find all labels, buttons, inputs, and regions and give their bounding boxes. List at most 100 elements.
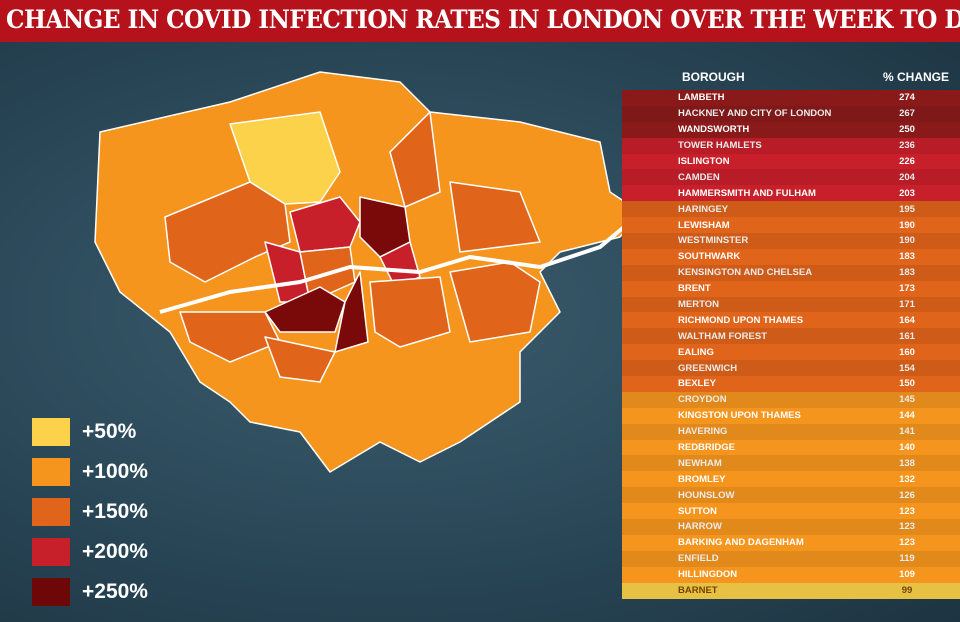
percent-change: 99: [901, 585, 913, 597]
table-row: LAMBETH 274: [622, 90, 960, 106]
borough-shape: [449, 261, 541, 343]
borough-name: REDBRIDGE: [678, 442, 736, 454]
percent-change: 150: [899, 378, 915, 390]
table-row: HACKNEY AND CITY OF LONDON 267: [622, 105, 960, 122]
legend-item: +150%: [32, 492, 148, 532]
percent-change: 173: [899, 283, 915, 295]
table-row: HARROW 123: [622, 519, 960, 535]
legend-swatch: [32, 578, 70, 606]
borough-name: HAMMERSMITH AND FULHAM: [678, 187, 816, 199]
borough-name: HARROW: [678, 521, 722, 533]
column-header: % CHANGE: [882, 70, 949, 84]
table-row: HOUNSLOW 126: [622, 487, 960, 504]
percent-change: 183: [899, 251, 915, 263]
percent-change: 123: [899, 505, 915, 517]
table-row: GREENWICH 154: [622, 360, 960, 377]
borough-name: SUTTON: [678, 505, 717, 517]
borough-name: SOUTHWARK: [678, 251, 741, 263]
percent-change: 267: [899, 108, 915, 120]
percent-change: 123: [899, 537, 915, 549]
table-row: SOUTHWARK 183: [622, 248, 960, 265]
legend-label: +50%: [82, 420, 137, 443]
borough-name: LEWISHAM: [678, 219, 730, 231]
borough-shape: [94, 71, 641, 473]
percent-change: 226: [899, 156, 915, 167]
table-row: CAMDEN 204: [622, 169, 960, 186]
borough-shape: [159, 220, 632, 314]
table-row: HAVERING 141: [622, 423, 960, 440]
borough-shape: [449, 181, 541, 253]
percent-change: 164: [899, 314, 915, 326]
percent-change: 144: [899, 410, 915, 422]
table-row: WANDSWORTH 250: [622, 121, 960, 138]
borough-name: WANDSWORTH: [678, 124, 750, 136]
percent-change: 141: [899, 426, 915, 438]
legend-item: +50%: [32, 412, 148, 452]
percent-change: 171: [899, 299, 915, 311]
legend-item: +200%: [32, 532, 148, 572]
borough-name: HACKNEY AND CITY OF LONDON: [678, 108, 832, 120]
borough-name: TOWER HAMLETS: [678, 140, 762, 152]
legend-label: +100%: [82, 460, 148, 483]
legend-swatch: [32, 498, 70, 526]
legend-label: +150%: [82, 500, 148, 523]
percent-change: 195: [899, 203, 915, 215]
borough-name: RICHMOND UPON THAMES: [678, 314, 804, 326]
borough-name: BEXLEY: [678, 378, 717, 390]
table-row: MERTON 171: [622, 296, 960, 313]
borough-shape: [264, 336, 336, 383]
borough-shape: [264, 286, 346, 333]
borough-name: CROYDON: [678, 394, 727, 406]
table-row: REDBRIDGE 140: [622, 439, 960, 456]
borough-shape: [179, 311, 281, 363]
borough-name: GREENWICH: [678, 362, 738, 374]
percent-change: 236: [899, 140, 915, 152]
title-bar: CHANGE IN COVID INFECTION RATES IN LONDO…: [0, 0, 960, 42]
borough-name: BRENT: [678, 283, 711, 295]
table-row: HAMMERSMITH AND FULHAM 203: [622, 185, 960, 202]
legend-label: +200%: [82, 540, 148, 563]
percent-change: 190: [899, 235, 915, 247]
table-row: BARKING AND DAGENHAM 123: [622, 534, 960, 551]
legend-item: +250%: [32, 572, 148, 612]
percent-change: 161: [899, 330, 915, 342]
table-row: WESTMINSTER 190: [622, 233, 960, 249]
percent-change: 190: [899, 219, 915, 231]
table-row: ENFIELD 119: [622, 550, 960, 567]
percent-change: 132: [899, 473, 915, 485]
table-row: LEWISHAM 190: [622, 217, 960, 234]
borough-name: LAMBETH: [678, 92, 725, 104]
borough-name: ISLINGTON: [678, 156, 730, 167]
borough-name: NEWHAM: [678, 457, 722, 469]
percent-change: 109: [899, 569, 915, 581]
borough-name: EALING: [678, 346, 714, 358]
percent-change: 274: [899, 92, 915, 104]
borough-name: HOUNSLOW: [678, 489, 735, 501]
london-map: [94, 71, 641, 473]
table-row: ISLINGTON 226: [622, 153, 960, 170]
table-row: RICHMOND UPON THAMES 164: [622, 312, 960, 329]
table-row: HARINGEY 195: [622, 201, 960, 218]
percent-change: 138: [899, 457, 915, 469]
borough-shape: [334, 271, 369, 353]
table-row: SUTTON 123: [622, 503, 960, 520]
borough-name: KINGSTON UPON THAMES: [678, 410, 801, 422]
legend-item: +100%: [32, 452, 148, 492]
percent-change: 203: [899, 187, 915, 199]
borough-shape: [379, 241, 421, 288]
table-row: HILLINGDON 109: [622, 566, 960, 583]
percent-change: 126: [899, 489, 915, 501]
borough-name: MERTON: [678, 299, 719, 311]
legend-swatch: [32, 538, 70, 566]
borough-name: HARINGEY: [678, 203, 729, 215]
borough-name: WALTHAM FOREST: [678, 330, 768, 342]
borough-name: CAMDEN: [678, 171, 720, 183]
percent-change: 160: [899, 346, 915, 358]
borough-name: BARNET: [678, 585, 718, 597]
legend-swatch: [32, 418, 70, 446]
table-row: WALTHAM FOREST 161: [622, 328, 960, 345]
table-body: LAMBETH 274 HACKNEY AND CITY OF LONDON 267 W…: [622, 90, 960, 599]
borough-shape: [289, 196, 361, 253]
percent-change: 204: [899, 171, 915, 183]
